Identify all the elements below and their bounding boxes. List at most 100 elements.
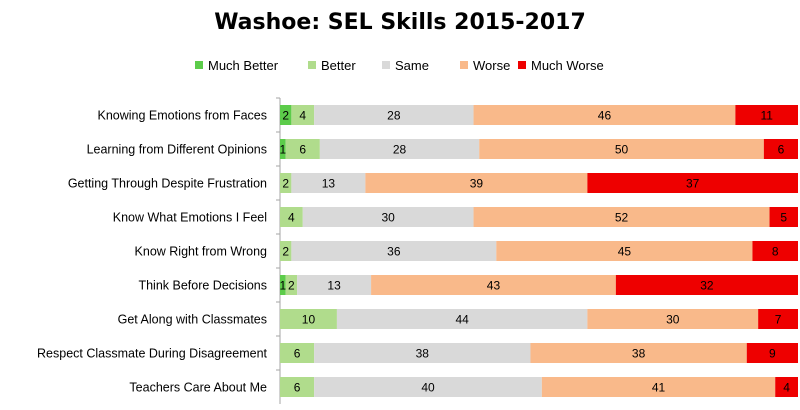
category-label: Know Right from Wrong bbox=[135, 245, 268, 259]
data-label-better: 6 bbox=[299, 143, 306, 157]
bar-better bbox=[280, 207, 303, 227]
data-label-same: 30 bbox=[381, 211, 395, 225]
legend-swatch-same bbox=[382, 61, 390, 69]
data-label-much-better: 2 bbox=[282, 109, 289, 123]
data-label-same: 36 bbox=[387, 245, 401, 259]
bar-much-worse bbox=[758, 309, 798, 329]
plot-area: 2428461116285060213393704305250236458121… bbox=[280, 105, 798, 397]
bar-much-worse bbox=[615, 275, 798, 295]
legend-label-much-worse: Much Worse bbox=[531, 58, 604, 73]
data-label-better: 2 bbox=[282, 177, 289, 191]
data-label-worse: 38 bbox=[632, 347, 646, 361]
data-label-worse: 45 bbox=[618, 245, 632, 259]
data-label-worse: 43 bbox=[487, 279, 501, 293]
bar-much-worse bbox=[735, 105, 798, 125]
bar-much-worse bbox=[763, 139, 798, 159]
data-label-same: 40 bbox=[421, 381, 435, 395]
bar-better bbox=[280, 173, 292, 193]
bar-same bbox=[314, 343, 531, 363]
data-label-much-worse: 5 bbox=[780, 211, 787, 225]
data-label-worse: 52 bbox=[615, 211, 629, 225]
data-label-much-worse: 37 bbox=[686, 177, 700, 191]
bar-better bbox=[280, 343, 315, 363]
category-axis: Knowing Emotions from Faces Learning from… bbox=[37, 97, 281, 404]
legend-swatch-worse bbox=[460, 61, 468, 69]
legend: Much Better Better Same Worse Much Worse bbox=[195, 58, 604, 73]
bar-same bbox=[302, 207, 474, 227]
bar-better bbox=[280, 241, 292, 261]
category-label: Respect Classmate During Disagreement bbox=[37, 347, 267, 361]
bar-worse bbox=[473, 207, 770, 227]
bar-same bbox=[336, 309, 588, 329]
data-label-better: 6 bbox=[294, 381, 301, 395]
data-label-worse: 46 bbox=[598, 109, 612, 123]
data-label-better: 4 bbox=[299, 109, 306, 123]
bar-worse bbox=[371, 275, 616, 295]
bar-worse bbox=[587, 309, 759, 329]
bar-worse bbox=[365, 173, 588, 193]
data-label-worse: 30 bbox=[666, 313, 680, 327]
bar-worse bbox=[496, 241, 753, 261]
data-label-better: 4 bbox=[288, 211, 295, 225]
data-label-much-worse: 32 bbox=[700, 279, 714, 293]
bar-much-worse bbox=[746, 343, 798, 363]
data-label-better: 2 bbox=[282, 245, 289, 259]
category-label: Know What Emotions I Feel bbox=[113, 211, 267, 225]
category-label: Teachers Care About Me bbox=[129, 381, 267, 395]
data-label-same: 44 bbox=[455, 313, 469, 327]
bar-worse bbox=[473, 105, 736, 125]
category-label: Learning from Different Opinions bbox=[87, 143, 267, 157]
bar-much-worse bbox=[769, 207, 798, 227]
bar-worse bbox=[479, 139, 764, 159]
bar-better bbox=[280, 309, 337, 329]
bar-same bbox=[291, 173, 366, 193]
bar-better bbox=[285, 275, 298, 295]
bar-same bbox=[314, 377, 542, 397]
legend-swatch-much-better bbox=[195, 61, 203, 69]
chart-title: Washoe: SEL Skills 2015-2017 bbox=[214, 10, 586, 35]
data-label-same: 38 bbox=[416, 347, 430, 361]
data-label-much-worse: 9 bbox=[769, 347, 776, 361]
bar-worse bbox=[541, 377, 776, 397]
data-label-worse: 41 bbox=[652, 381, 666, 395]
bar-much-better bbox=[280, 139, 286, 159]
data-label-same: 13 bbox=[322, 177, 336, 191]
bar-same bbox=[314, 105, 474, 125]
category-label: Knowing Emotions from Faces bbox=[97, 109, 267, 123]
bar-much-worse bbox=[587, 173, 798, 193]
bar-much-better bbox=[280, 275, 286, 295]
legend-label-much-better: Much Better bbox=[208, 58, 279, 73]
legend-swatch-better bbox=[308, 61, 316, 69]
data-label-much-better: 1 bbox=[280, 143, 287, 157]
data-label-same: 28 bbox=[393, 143, 407, 157]
category-label: Get Along with Classmates bbox=[118, 313, 267, 327]
legend-label-worse: Worse bbox=[473, 58, 510, 73]
data-label-same: 13 bbox=[327, 279, 341, 293]
category-label: Think Before Decisions bbox=[138, 279, 267, 293]
data-label-worse: 50 bbox=[615, 143, 629, 157]
bar-better bbox=[280, 377, 315, 397]
data-label-better: 2 bbox=[288, 279, 295, 293]
bar-much-better bbox=[280, 105, 292, 125]
data-label-much-worse: 7 bbox=[775, 313, 782, 327]
data-label-much-worse: 11 bbox=[760, 109, 773, 123]
data-label-much-worse: 8 bbox=[772, 245, 779, 259]
data-label-much-better: 1 bbox=[280, 279, 287, 293]
bar-better bbox=[291, 105, 315, 125]
bar-much-worse bbox=[775, 377, 798, 397]
legend-label-same: Same bbox=[395, 58, 429, 73]
bar-much-worse bbox=[752, 241, 798, 261]
data-label-better: 6 bbox=[294, 347, 301, 361]
data-label-worse: 39 bbox=[470, 177, 484, 191]
bar-better bbox=[285, 139, 320, 159]
legend-swatch-much-worse bbox=[518, 61, 526, 69]
legend-label-better: Better bbox=[321, 58, 356, 73]
bar-same bbox=[319, 139, 480, 159]
bar-same bbox=[297, 275, 372, 295]
category-label: Getting Through Despite Frustration bbox=[68, 177, 267, 191]
data-label-much-worse: 6 bbox=[778, 143, 785, 157]
bar-same bbox=[291, 241, 497, 261]
data-label-much-worse: 4 bbox=[783, 381, 790, 395]
bar-worse bbox=[530, 343, 747, 363]
